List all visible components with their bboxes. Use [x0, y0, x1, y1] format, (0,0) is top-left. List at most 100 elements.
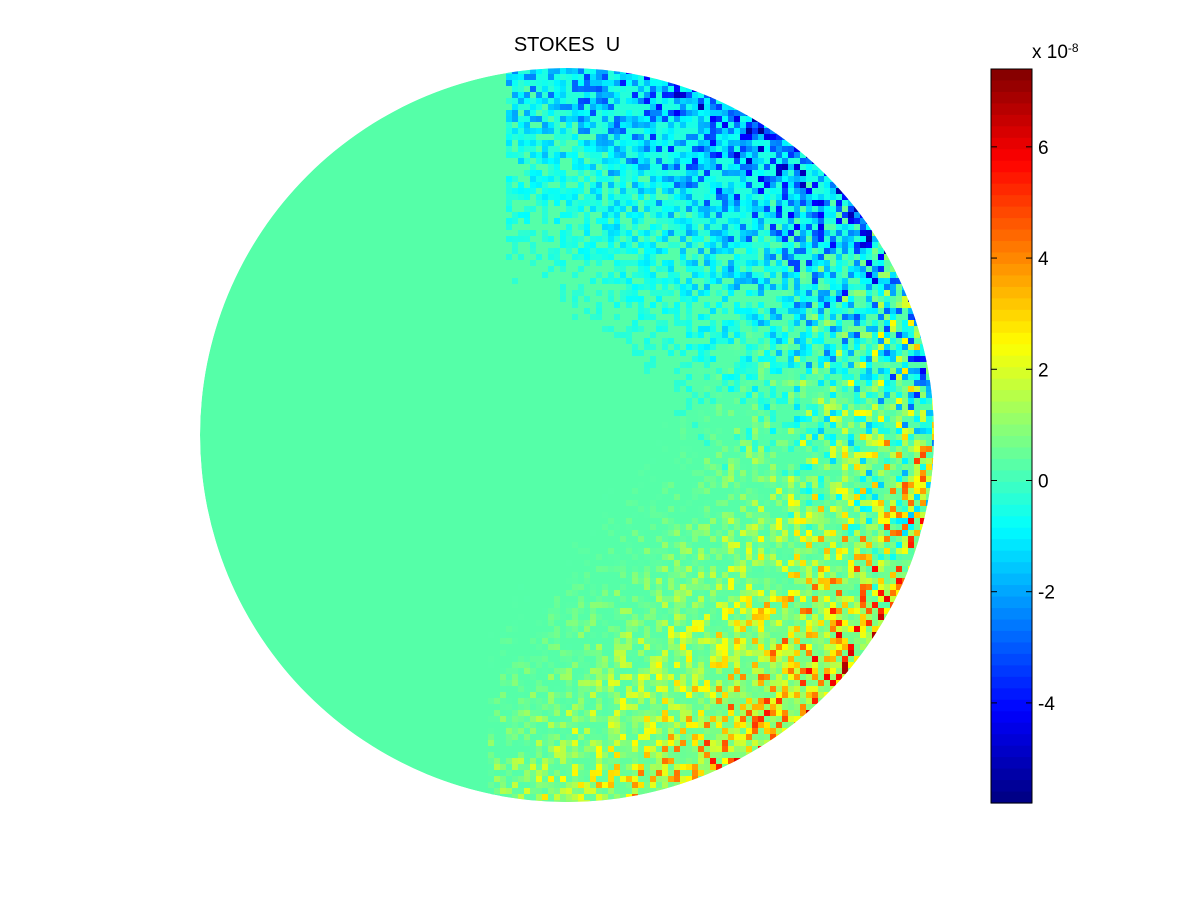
disk-pixel [686, 266, 692, 272]
disk-pixel [692, 608, 698, 614]
disk-pixel [806, 206, 812, 212]
disk-pixel [512, 782, 518, 788]
disk-pixel [524, 188, 530, 194]
disk-pixel [662, 170, 668, 176]
disk-pixel [698, 620, 704, 626]
disk-pixel [848, 194, 854, 200]
disk-pixel [794, 200, 800, 206]
disk-pixel [818, 422, 824, 428]
disk-pixel [788, 542, 794, 548]
disk-pixel [626, 188, 632, 194]
disk-pixel [818, 572, 824, 578]
disk-pixel [866, 560, 872, 566]
disk-pixel [512, 776, 518, 782]
disk-pixel [590, 164, 596, 170]
disk-pixel [506, 74, 512, 80]
disk-pixel [524, 656, 530, 662]
disk-pixel [692, 530, 698, 536]
disk-pixel [662, 704, 668, 710]
disk-pixel [836, 512, 842, 518]
disk-pixel [692, 554, 698, 560]
disk-pixel [890, 554, 896, 560]
disk-pixel [764, 188, 770, 194]
disk-pixel [548, 248, 554, 254]
disk-pixel [734, 170, 740, 176]
disk-pixel [860, 626, 866, 632]
disk-pixel [764, 428, 770, 434]
disk-pixel [584, 164, 590, 170]
disk-pixel [806, 224, 812, 230]
disk-pixel [824, 566, 830, 572]
disk-pixel [860, 614, 866, 620]
disk-pixel [518, 776, 524, 782]
disk-pixel [632, 686, 638, 692]
disk-pixel [584, 242, 590, 248]
disk-pixel [860, 218, 866, 224]
disk-pixel [656, 584, 662, 590]
disk-pixel [674, 764, 680, 770]
disk-pixel [848, 662, 854, 668]
disk-pixel [590, 194, 596, 200]
disk-pixel [890, 404, 896, 410]
disk-pixel [548, 722, 554, 728]
disk-pixel [608, 596, 614, 602]
disk-pixel [656, 566, 662, 572]
disk-pixel [632, 674, 638, 680]
disk-pixel [872, 572, 878, 578]
disk-pixel [794, 362, 800, 368]
disk-pixel [704, 116, 710, 122]
disk-pixel [776, 584, 782, 590]
disk-pixel [746, 200, 752, 206]
disk-pixel [746, 212, 752, 218]
disk-pixel [686, 86, 692, 92]
disk-pixel [626, 638, 632, 644]
disk-pixel [818, 158, 824, 164]
disk-pixel [812, 188, 818, 194]
disk-pixel [716, 440, 722, 446]
disk-pixel [692, 182, 698, 188]
disk-pixel [560, 260, 566, 266]
disk-pixel [728, 554, 734, 560]
disk-pixel [506, 218, 512, 224]
disk-pixel [668, 608, 674, 614]
disk-pixel [674, 632, 680, 638]
disk-pixel [698, 548, 704, 554]
disk-pixel [854, 620, 860, 626]
disk-pixel [668, 782, 674, 788]
disk-pixel [776, 200, 782, 206]
disk-pixel [782, 626, 788, 632]
disk-pixel [596, 734, 602, 740]
disk-pixel [866, 506, 872, 512]
disk-pixel [854, 542, 860, 548]
disk-pixel [572, 662, 578, 668]
disk-pixel [530, 758, 536, 764]
disk-pixel [908, 320, 914, 326]
disk-pixel [668, 170, 674, 176]
disk-pixel [848, 374, 854, 380]
disk-pixel [848, 236, 854, 242]
disk-pixel [752, 566, 758, 572]
disk-pixel [644, 362, 650, 368]
disk-pixel [848, 542, 854, 548]
disk-pixel [710, 482, 716, 488]
disk-pixel [806, 284, 812, 290]
disk-pixel [662, 638, 668, 644]
disk-pixel [668, 80, 674, 86]
disk-pixel [734, 674, 740, 680]
disk-pixel [542, 788, 548, 794]
disk-pixel [908, 332, 914, 338]
disk-pixel [680, 248, 686, 254]
disk-pixel [782, 446, 788, 452]
disk-pixel [626, 656, 632, 662]
disk-pixel [800, 536, 806, 542]
disk-pixel [518, 800, 524, 802]
disk-pixel [692, 764, 698, 770]
disk-pixel [596, 638, 602, 644]
disk-pixel [530, 674, 536, 680]
disk-pixel [674, 704, 680, 710]
colorbar-segment [991, 355, 1032, 368]
disk-pixel [848, 572, 854, 578]
disk-pixel [566, 590, 572, 596]
disk-pixel [836, 200, 842, 206]
disk-pixel [776, 500, 782, 506]
